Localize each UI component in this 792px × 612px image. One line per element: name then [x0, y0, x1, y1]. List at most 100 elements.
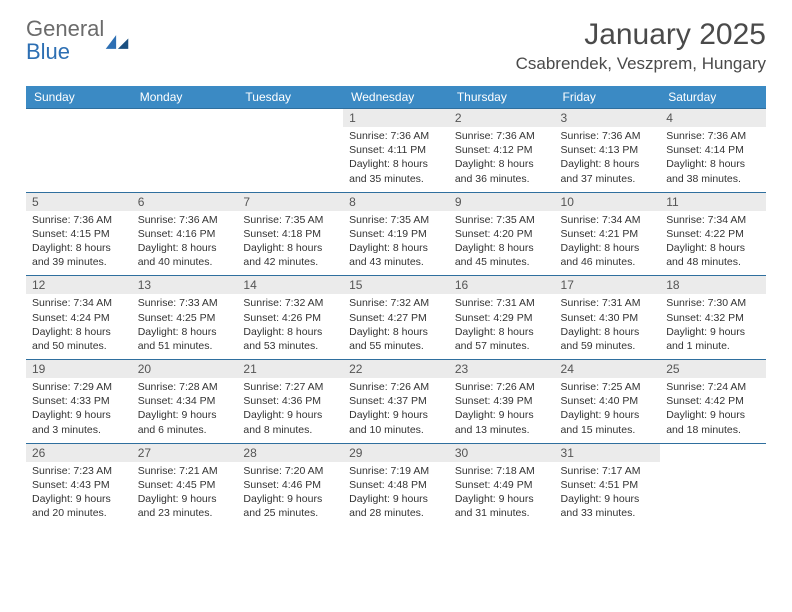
dayhead: Sunday [26, 86, 132, 109]
day-info: Sunrise: 7:36 AMSunset: 4:14 PMDaylight:… [660, 127, 766, 192]
dayhead: Thursday [449, 86, 555, 109]
date-number: 3 [555, 109, 661, 127]
day-info: Sunrise: 7:34 AMSunset: 4:22 PMDaylight:… [660, 211, 766, 276]
day-cell: 27Sunrise: 7:21 AMSunset: 4:45 PMDayligh… [132, 443, 238, 526]
date-number: 19 [26, 360, 132, 378]
day-info: Sunrise: 7:24 AMSunset: 4:42 PMDaylight:… [660, 378, 766, 443]
date-number: 7 [237, 193, 343, 211]
date-number: 9 [449, 193, 555, 211]
date-number: 10 [555, 193, 661, 211]
date-number: 1 [343, 109, 449, 127]
heading: January 2025 Csabrendek, Veszprem, Hunga… [516, 18, 766, 74]
week-row: 19Sunrise: 7:29 AMSunset: 4:33 PMDayligh… [26, 360, 766, 444]
day-info: Sunrise: 7:21 AMSunset: 4:45 PMDaylight:… [132, 462, 238, 527]
dayhead: Friday [555, 86, 661, 109]
day-info: Sunrise: 7:29 AMSunset: 4:33 PMDaylight:… [26, 378, 132, 443]
day-info: Sunrise: 7:25 AMSunset: 4:40 PMDaylight:… [555, 378, 661, 443]
day-cell: 14Sunrise: 7:32 AMSunset: 4:26 PMDayligh… [237, 276, 343, 360]
date-number: 31 [555, 444, 661, 462]
day-info: Sunrise: 7:18 AMSunset: 4:49 PMDaylight:… [449, 462, 555, 527]
day-cell: 5Sunrise: 7:36 AMSunset: 4:15 PMDaylight… [26, 192, 132, 276]
day-info: Sunrise: 7:26 AMSunset: 4:37 PMDaylight:… [343, 378, 449, 443]
location-line: Csabrendek, Veszprem, Hungary [516, 54, 766, 74]
month-title: January 2025 [516, 18, 766, 52]
day-cell: 9Sunrise: 7:35 AMSunset: 4:20 PMDaylight… [449, 192, 555, 276]
date-number: 26 [26, 444, 132, 462]
date-number: 23 [449, 360, 555, 378]
day-cell: 16Sunrise: 7:31 AMSunset: 4:29 PMDayligh… [449, 276, 555, 360]
day-cell: 6Sunrise: 7:36 AMSunset: 4:16 PMDaylight… [132, 192, 238, 276]
day-cell [237, 109, 343, 193]
day-info: Sunrise: 7:34 AMSunset: 4:24 PMDaylight:… [26, 294, 132, 359]
week-row: 12Sunrise: 7:34 AMSunset: 4:24 PMDayligh… [26, 276, 766, 360]
day-cell: 10Sunrise: 7:34 AMSunset: 4:21 PMDayligh… [555, 192, 661, 276]
day-info: Sunrise: 7:36 AMSunset: 4:15 PMDaylight:… [26, 211, 132, 276]
date-number: 4 [660, 109, 766, 127]
day-cell: 7Sunrise: 7:35 AMSunset: 4:18 PMDaylight… [237, 192, 343, 276]
day-info: Sunrise: 7:31 AMSunset: 4:30 PMDaylight:… [555, 294, 661, 359]
day-cell: 23Sunrise: 7:26 AMSunset: 4:39 PMDayligh… [449, 360, 555, 444]
week-row: 1Sunrise: 7:36 AMSunset: 4:11 PMDaylight… [26, 109, 766, 193]
date-number: 18 [660, 276, 766, 294]
day-cell: 29Sunrise: 7:19 AMSunset: 4:48 PMDayligh… [343, 443, 449, 526]
day-info: Sunrise: 7:17 AMSunset: 4:51 PMDaylight:… [555, 462, 661, 527]
day-info: Sunrise: 7:31 AMSunset: 4:29 PMDaylight:… [449, 294, 555, 359]
date-number: 11 [660, 193, 766, 211]
dayhead-row: SundayMondayTuesdayWednesdayThursdayFrid… [26, 86, 766, 109]
week-row: 5Sunrise: 7:36 AMSunset: 4:15 PMDaylight… [26, 192, 766, 276]
week-row: 26Sunrise: 7:23 AMSunset: 4:43 PMDayligh… [26, 443, 766, 526]
day-cell [26, 109, 132, 193]
day-info: Sunrise: 7:35 AMSunset: 4:20 PMDaylight:… [449, 211, 555, 276]
date-number: 21 [237, 360, 343, 378]
day-info: Sunrise: 7:36 AMSunset: 4:13 PMDaylight:… [555, 127, 661, 192]
header-row: General Blue January 2025 Csabrendek, Ve… [26, 18, 766, 74]
calendar-body: 1Sunrise: 7:36 AMSunset: 4:11 PMDaylight… [26, 109, 766, 527]
day-cell: 21Sunrise: 7:27 AMSunset: 4:36 PMDayligh… [237, 360, 343, 444]
day-cell: 4Sunrise: 7:36 AMSunset: 4:14 PMDaylight… [660, 109, 766, 193]
day-info: Sunrise: 7:26 AMSunset: 4:39 PMDaylight:… [449, 378, 555, 443]
day-cell: 12Sunrise: 7:34 AMSunset: 4:24 PMDayligh… [26, 276, 132, 360]
day-info: Sunrise: 7:34 AMSunset: 4:21 PMDaylight:… [555, 211, 661, 276]
date-number: 6 [132, 193, 238, 211]
logo-sail-icon [104, 33, 130, 51]
date-number: 22 [343, 360, 449, 378]
day-info: Sunrise: 7:36 AMSunset: 4:11 PMDaylight:… [343, 127, 449, 192]
day-info: Sunrise: 7:20 AMSunset: 4:46 PMDaylight:… [237, 462, 343, 527]
day-info: Sunrise: 7:19 AMSunset: 4:48 PMDaylight:… [343, 462, 449, 527]
date-number: 28 [237, 444, 343, 462]
day-cell: 13Sunrise: 7:33 AMSunset: 4:25 PMDayligh… [132, 276, 238, 360]
day-info: Sunrise: 7:27 AMSunset: 4:36 PMDaylight:… [237, 378, 343, 443]
day-cell: 15Sunrise: 7:32 AMSunset: 4:27 PMDayligh… [343, 276, 449, 360]
date-number: 16 [449, 276, 555, 294]
calendar-table: SundayMondayTuesdayWednesdayThursdayFrid… [26, 86, 766, 526]
day-cell: 1Sunrise: 7:36 AMSunset: 4:11 PMDaylight… [343, 109, 449, 193]
day-cell [132, 109, 238, 193]
date-number: 14 [237, 276, 343, 294]
date-number: 30 [449, 444, 555, 462]
date-number: 17 [555, 276, 661, 294]
day-cell: 24Sunrise: 7:25 AMSunset: 4:40 PMDayligh… [555, 360, 661, 444]
date-number: 29 [343, 444, 449, 462]
day-cell: 8Sunrise: 7:35 AMSunset: 4:19 PMDaylight… [343, 192, 449, 276]
day-cell: 18Sunrise: 7:30 AMSunset: 4:32 PMDayligh… [660, 276, 766, 360]
date-number: 8 [343, 193, 449, 211]
date-number: 25 [660, 360, 766, 378]
day-info: Sunrise: 7:33 AMSunset: 4:25 PMDaylight:… [132, 294, 238, 359]
date-number: 5 [26, 193, 132, 211]
day-cell: 31Sunrise: 7:17 AMSunset: 4:51 PMDayligh… [555, 443, 661, 526]
day-info: Sunrise: 7:35 AMSunset: 4:19 PMDaylight:… [343, 211, 449, 276]
day-info: Sunrise: 7:30 AMSunset: 4:32 PMDaylight:… [660, 294, 766, 359]
day-cell: 26Sunrise: 7:23 AMSunset: 4:43 PMDayligh… [26, 443, 132, 526]
day-cell: 2Sunrise: 7:36 AMSunset: 4:12 PMDaylight… [449, 109, 555, 193]
logo-word-1: General [26, 16, 104, 41]
date-number: 13 [132, 276, 238, 294]
logo: General Blue [26, 18, 130, 64]
logo-word-2: Blue [26, 39, 70, 64]
date-number: 27 [132, 444, 238, 462]
day-cell: 19Sunrise: 7:29 AMSunset: 4:33 PMDayligh… [26, 360, 132, 444]
date-number: 24 [555, 360, 661, 378]
day-info: Sunrise: 7:32 AMSunset: 4:26 PMDaylight:… [237, 294, 343, 359]
day-cell: 30Sunrise: 7:18 AMSunset: 4:49 PMDayligh… [449, 443, 555, 526]
day-cell: 25Sunrise: 7:24 AMSunset: 4:42 PMDayligh… [660, 360, 766, 444]
logo-text: General Blue [26, 18, 104, 64]
